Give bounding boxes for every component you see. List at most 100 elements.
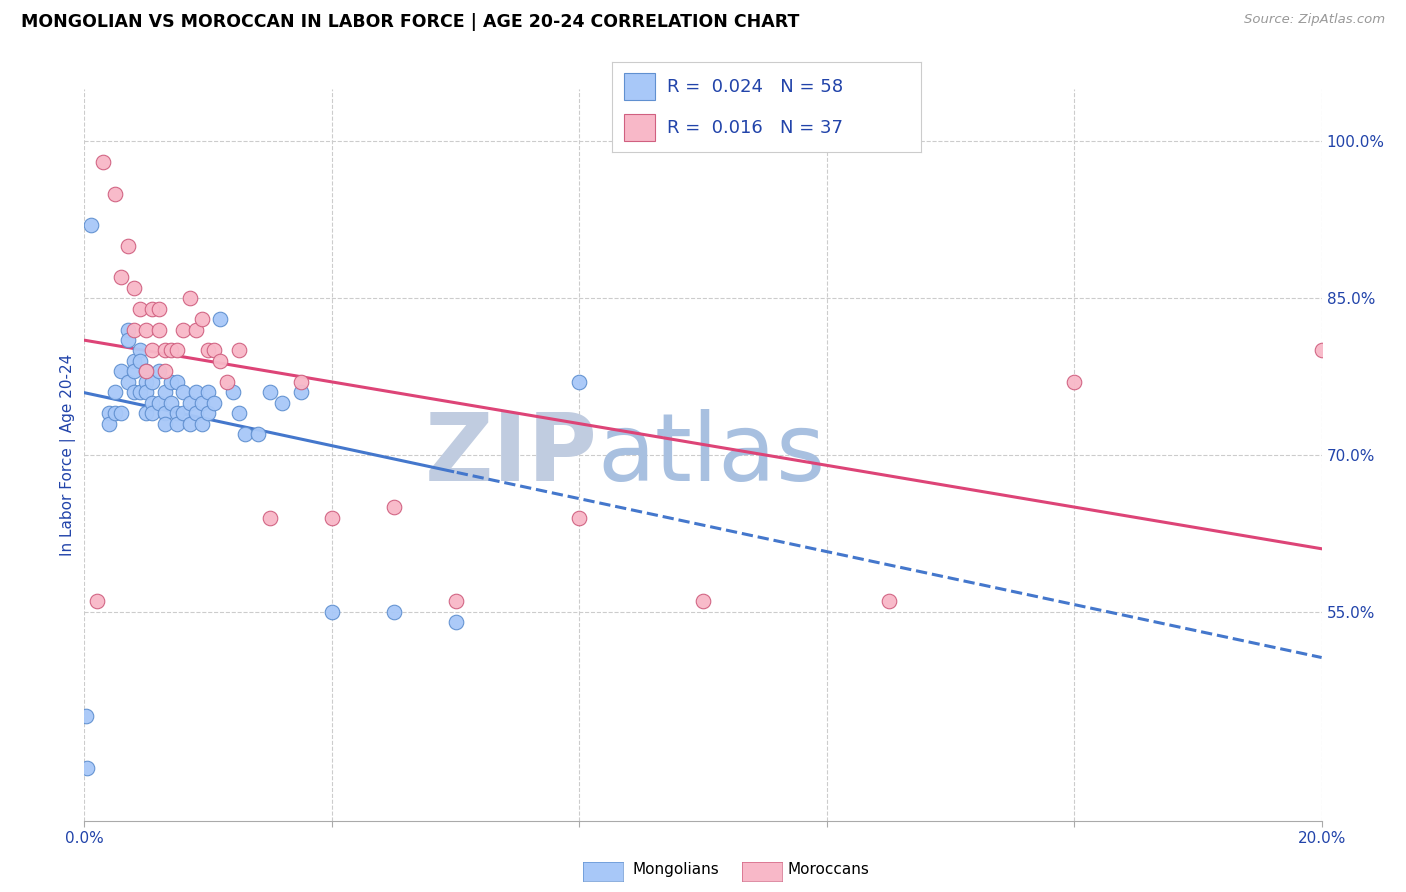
Point: [228, 343, 250, 358]
Point: [153, 385, 176, 400]
Point: [86, 594, 108, 608]
Point: [1310, 343, 1333, 358]
Point: [191, 417, 214, 431]
Point: [184, 406, 207, 420]
Text: atlas: atlas: [598, 409, 827, 501]
Point: [110, 270, 132, 285]
Point: [141, 395, 163, 409]
Point: [153, 406, 176, 420]
Point: [129, 385, 152, 400]
Point: [148, 364, 170, 378]
Point: [104, 406, 127, 420]
Point: [117, 333, 139, 347]
Point: [110, 364, 132, 378]
Point: [246, 427, 269, 442]
Text: ZIP: ZIP: [425, 409, 598, 501]
Point: [166, 375, 188, 389]
Text: R =  0.024   N = 58: R = 0.024 N = 58: [668, 78, 844, 95]
Point: [122, 322, 145, 336]
Point: [197, 406, 219, 420]
Point: [129, 343, 152, 358]
Point: [321, 605, 343, 619]
Point: [129, 354, 152, 368]
Point: [129, 301, 152, 316]
Point: [141, 406, 163, 420]
Point: [122, 385, 145, 400]
Point: [148, 301, 170, 316]
Point: [172, 406, 194, 420]
Point: [568, 510, 591, 524]
Point: [228, 406, 250, 420]
Point: [382, 500, 405, 515]
Bar: [624, 114, 655, 141]
Point: [184, 385, 207, 400]
Point: [692, 594, 714, 608]
Point: [444, 615, 467, 629]
Point: [110, 406, 132, 420]
Point: [91, 155, 114, 169]
Point: [122, 364, 145, 378]
Point: [122, 281, 145, 295]
Point: [209, 354, 232, 368]
Text: Source: ZipAtlas.com: Source: ZipAtlas.com: [1244, 13, 1385, 27]
Point: [160, 375, 183, 389]
Point: [117, 322, 139, 336]
Point: [290, 385, 312, 400]
Point: [98, 406, 121, 420]
Point: [117, 239, 139, 253]
Point: [290, 375, 312, 389]
Point: [197, 385, 219, 400]
Point: [160, 395, 183, 409]
Point: [179, 291, 201, 305]
Point: [76, 761, 98, 775]
Point: [222, 385, 245, 400]
Point: [153, 417, 176, 431]
Point: [172, 322, 194, 336]
Point: [191, 395, 214, 409]
Point: [135, 406, 157, 420]
Point: [135, 364, 157, 378]
Point: [135, 375, 157, 389]
Point: [135, 364, 157, 378]
Point: [104, 186, 127, 201]
Point: [98, 417, 121, 431]
Point: [135, 385, 157, 400]
Point: [215, 375, 238, 389]
Point: [568, 375, 591, 389]
Point: [191, 312, 214, 326]
Point: [79, 218, 101, 232]
Point: [153, 343, 176, 358]
Point: [1063, 375, 1085, 389]
Point: [179, 417, 201, 431]
Point: [321, 510, 343, 524]
Point: [172, 385, 194, 400]
Point: [148, 322, 170, 336]
Point: [382, 605, 405, 619]
Point: [209, 312, 232, 326]
Point: [184, 322, 207, 336]
Point: [141, 301, 163, 316]
Point: [160, 343, 183, 358]
Point: [166, 417, 188, 431]
Y-axis label: In Labor Force | Age 20-24: In Labor Force | Age 20-24: [60, 354, 76, 556]
Bar: [624, 73, 655, 100]
Point: [148, 395, 170, 409]
Point: [75, 709, 97, 723]
Point: [233, 427, 256, 442]
Point: [117, 375, 139, 389]
Point: [122, 354, 145, 368]
Point: [153, 364, 176, 378]
Point: [141, 375, 163, 389]
Point: [202, 395, 225, 409]
Point: [444, 594, 467, 608]
Point: [166, 406, 188, 420]
Point: [166, 343, 188, 358]
Point: [104, 385, 127, 400]
Point: [202, 343, 225, 358]
Point: [141, 343, 163, 358]
Point: [259, 510, 281, 524]
Text: Moroccans: Moroccans: [787, 863, 869, 877]
Point: [135, 322, 157, 336]
Point: [877, 594, 900, 608]
Point: [197, 343, 219, 358]
